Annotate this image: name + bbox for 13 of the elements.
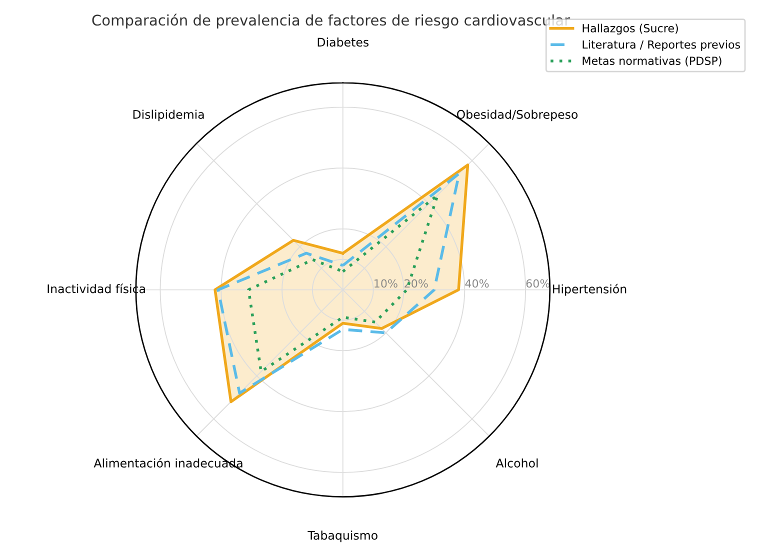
spoke-label: Alcohol [496, 458, 538, 468]
chart-title: Comparación de prevalencia de factores de riesgo cardiovascular [92, 14, 570, 28]
y-tick-label: 40% [465, 279, 489, 288]
legend-label: Metas normativas (PDSP) [582, 56, 722, 66]
spoke-label: Tabaquismo [308, 530, 378, 542]
spoke-label: Obesidad/Sobrepeso [456, 110, 578, 122]
spoke-label: Dislipidemia [133, 110, 204, 122]
spoke-label: Hipertensión [553, 284, 626, 296]
legend-label: Literatura / Reportes previos [582, 40, 740, 51]
y-tick-label: 10% [374, 279, 398, 288]
legend-label: Hallazgos (Sucre) [582, 24, 678, 35]
y-tick-label: 20% [404, 279, 428, 288]
spoke-label: Diabetes [318, 38, 369, 47]
